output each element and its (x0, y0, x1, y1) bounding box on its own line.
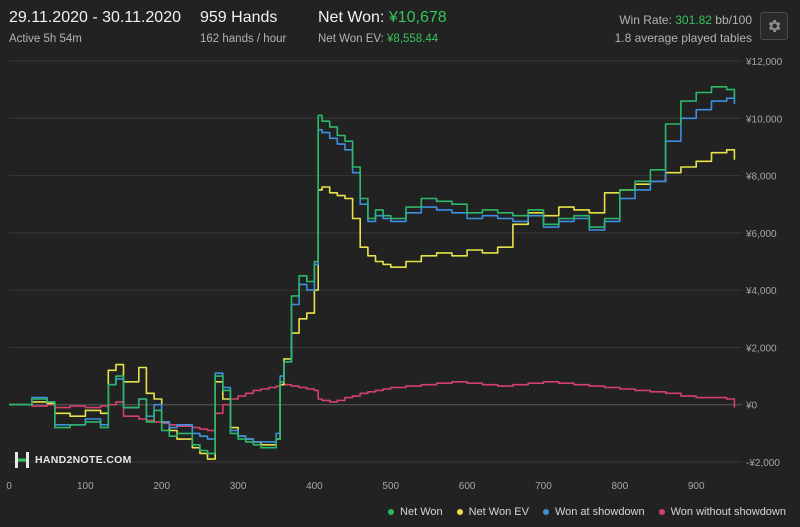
logo-text: HAND2NOTE.COM (35, 454, 132, 466)
hands-count: 959 Hands (200, 9, 278, 26)
y-tick-label: ¥4,000 (745, 286, 777, 297)
x-tick-label: 300 (230, 481, 247, 492)
y-tick-label: ¥12,000 (745, 57, 783, 68)
series-line-won-at-showdown (9, 97, 736, 443)
y-axis-ticks: ¥12,000 ¥10,000 ¥8,000 ¥6,000 ¥4,000 ¥2,000 ¥0… (745, 57, 783, 469)
x-tick-label: 0 (6, 481, 12, 492)
x-tick-label: 500 (382, 481, 399, 492)
legend-dot-net-won (388, 509, 395, 515)
win-rate: Win Rate: 301.82 bb/100 (615, 11, 752, 29)
y-tick-label: ¥8,000 (745, 172, 777, 183)
net-won: Net Won: ¥10,678 (318, 9, 447, 27)
y-tick-label: ¥10,000 (745, 114, 783, 125)
net-won-value: ¥10,678 (388, 9, 447, 26)
legend-item-won-without-showdown[interactable]: Won without showdown (658, 505, 786, 519)
chart-grid (9, 60, 742, 463)
chart-series (9, 86, 736, 460)
legend-dot-won-without-showdown (658, 509, 665, 515)
win-rate-block: Win Rate: 301.82 bb/100 1.8 average play… (615, 11, 752, 47)
series-line-net-won-ev (9, 149, 736, 460)
date-range: 29.11.2020 - 30.11.2020 (9, 9, 181, 26)
x-tick-label: 700 (535, 481, 552, 492)
stats-header: 29.11.2020 - 30.11.2020 Active 5h 54m 95… (0, 0, 800, 58)
legend-item-net-won[interactable]: Net Won (388, 505, 443, 519)
legend-label-won-at-showdown: Won at showdown (554, 506, 645, 518)
win-rate-label: Win Rate: (619, 13, 676, 27)
settings-button[interactable] (760, 12, 788, 40)
win-rate-unit: bb/100 (711, 13, 752, 27)
net-won-label: Net Won: (318, 9, 389, 26)
net-won-ev-value: ¥8,558.44 (387, 33, 439, 45)
x-tick-label: 900 (688, 481, 705, 492)
gear-icon (768, 20, 781, 32)
net-won-ev: Net Won EV: ¥8,558.44 (318, 33, 438, 45)
x-tick-label: 400 (306, 481, 323, 492)
hands-per-hour: 162 hands / hour (200, 33, 287, 45)
y-tick-label: ¥0 (745, 401, 758, 412)
y-tick-label: -¥2,000 (746, 458, 780, 469)
hand2note-logo-icon (15, 452, 29, 468)
series-line-won-without-showdown (9, 381, 736, 432)
legend-item-net-won-ev[interactable]: Net Won EV (456, 505, 529, 519)
legend-label-net-won-ev: Net Won EV (468, 506, 529, 518)
net-won-ev-label: Net Won EV: (318, 33, 388, 45)
hand2note-logo: HAND2NOTE.COM (14, 451, 132, 469)
x-axis-ticks: 0 100 200 300 400 500 600 700 800 900 (6, 481, 705, 492)
legend-label-won-without-showdown: Won without showdown (670, 506, 786, 518)
legend-dot-won-at-showdown (542, 509, 549, 515)
chart-legend: Net Won Net Won EV Won at showdown Won w… (388, 505, 800, 519)
y-tick-label: ¥2,000 (745, 343, 777, 354)
x-tick-label: 800 (611, 481, 628, 492)
legend-dot-net-won-ev (456, 509, 463, 515)
legend-item-won-at-showdown[interactable]: Won at showdown (542, 505, 645, 519)
win-rate-value: 301.82 (675, 13, 712, 27)
y-tick-label: ¥6,000 (745, 229, 777, 240)
active-time: Active 5h 54m (9, 33, 82, 45)
series-line-net-won (9, 86, 736, 455)
x-tick-label: 200 (153, 481, 170, 492)
legend-label-net-won: Net Won (400, 506, 443, 518)
avg-tables: 1.8 average played tables (614, 31, 752, 45)
x-tick-label: 600 (459, 481, 476, 492)
x-tick-label: 100 (77, 481, 94, 492)
